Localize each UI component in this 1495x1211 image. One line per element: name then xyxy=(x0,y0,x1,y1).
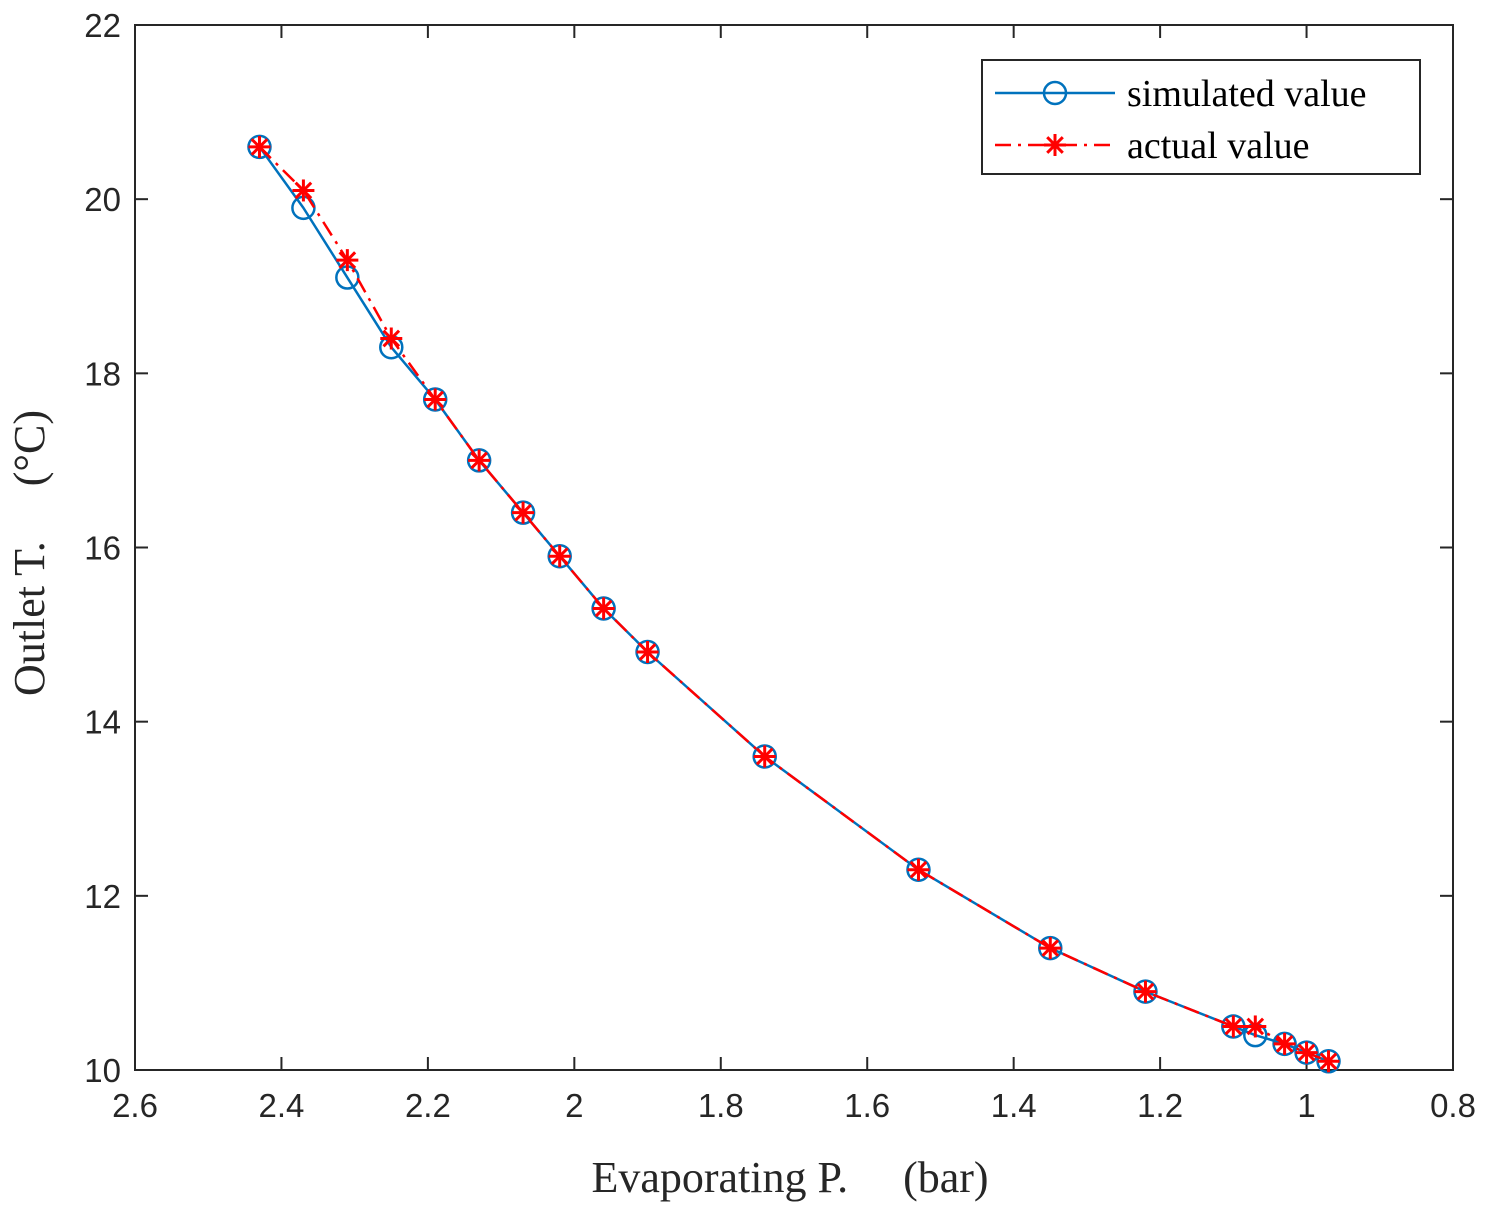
y-tick-label: 14 xyxy=(84,704,121,741)
data-point xyxy=(1134,980,1157,1003)
x-tick-label: 1.4 xyxy=(991,1087,1037,1124)
data-point xyxy=(592,597,615,620)
data-point xyxy=(292,179,315,202)
y-tick-label: 20 xyxy=(84,181,121,218)
data-point xyxy=(1244,1015,1267,1038)
data-point xyxy=(380,327,403,350)
y-axis: 10 12 14 16 18 20 22 xyxy=(84,7,1453,1089)
data-point xyxy=(1295,1041,1318,1064)
x-tick-label: 1.8 xyxy=(698,1087,744,1124)
x-tick-label: 1.6 xyxy=(844,1087,890,1124)
legend-sample-simulated xyxy=(995,80,1115,106)
legend: simulated value actual value xyxy=(981,59,1421,175)
x-tick-label: 1 xyxy=(1297,1087,1315,1124)
data-point xyxy=(548,545,571,568)
x-tick-label: 2.6 xyxy=(112,1087,158,1124)
series-layer xyxy=(247,134,1341,1074)
y-tick-label: 16 xyxy=(84,530,121,567)
data-point xyxy=(248,135,271,158)
data-point xyxy=(512,501,535,524)
x-tick-label: 2 xyxy=(565,1087,583,1124)
legend-marker xyxy=(1042,80,1068,106)
data-point xyxy=(907,858,930,881)
x-tick-label: 2.2 xyxy=(405,1087,451,1124)
y-tick-label: 10 xyxy=(84,1052,121,1089)
x-axis-title: Evaporating P. (bar) xyxy=(591,1153,988,1202)
x-tick-label: 2.4 xyxy=(259,1087,305,1124)
data-point xyxy=(1039,937,1062,960)
legend-sample-actual xyxy=(995,134,1115,156)
x-axis: 2.6 2.4 2.2 2 1.8 1.6 1.4 1.2 1 0.8 xyxy=(112,25,1476,1124)
legend-marker xyxy=(1044,134,1066,156)
x-tick-label: 1.2 xyxy=(1137,1087,1183,1124)
data-point xyxy=(1222,1015,1245,1038)
legend-label-simulated: simulated value xyxy=(1127,73,1367,115)
y-tick-label: 22 xyxy=(84,7,121,44)
data-point xyxy=(1273,1032,1296,1055)
y-tick-label: 18 xyxy=(84,355,121,392)
data-point xyxy=(424,388,447,411)
y-tick-label: 12 xyxy=(84,878,121,915)
x-tick-label: 0.8 xyxy=(1430,1087,1476,1124)
y-axis-title: Outlet T. (°C) xyxy=(5,410,54,696)
series-actual xyxy=(248,135,1340,1073)
data-point xyxy=(753,745,776,768)
data-point xyxy=(468,449,491,472)
plot-area xyxy=(134,24,1454,1071)
data-point xyxy=(1317,1050,1340,1073)
legend-label-actual: actual value xyxy=(1127,125,1310,167)
data-point xyxy=(336,249,359,272)
data-point xyxy=(636,641,659,663)
